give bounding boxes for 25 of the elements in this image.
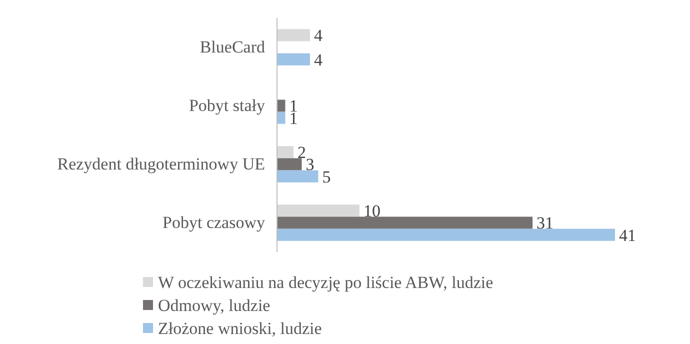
legend-label: Złożone wnioski, ludzie bbox=[158, 318, 322, 338]
data-label: 3 bbox=[306, 155, 314, 174]
y-tick-label: Pobyt czasowy bbox=[162, 213, 266, 232]
bar bbox=[277, 29, 310, 42]
y-tick-label: Rezydent długoterminowy UE bbox=[57, 154, 265, 174]
data-label: 10 bbox=[363, 202, 380, 221]
data-label: 4 bbox=[314, 50, 323, 70]
data-label: 4 bbox=[314, 26, 323, 46]
data-label: 5 bbox=[322, 167, 331, 186]
bar bbox=[277, 204, 360, 217]
bar bbox=[277, 216, 533, 229]
data-label: 41 bbox=[619, 226, 636, 245]
y-tick-label: BlueCard bbox=[200, 38, 266, 57]
bar bbox=[277, 53, 310, 66]
bar bbox=[277, 228, 615, 241]
data-label: 2 bbox=[297, 143, 306, 162]
bar bbox=[277, 146, 294, 158]
bar bbox=[277, 158, 302, 170]
legend-label: W oczekiwaniu na decyzję po liście ABW, ludzie bbox=[158, 272, 494, 292]
data-label: 31 bbox=[536, 214, 554, 233]
bar bbox=[277, 170, 318, 182]
legend-label: Odmowy, ludzie bbox=[158, 296, 270, 315]
y-tick-label: Pobyt stały bbox=[188, 96, 266, 116]
bar bbox=[277, 112, 286, 124]
bar bbox=[277, 100, 286, 112]
